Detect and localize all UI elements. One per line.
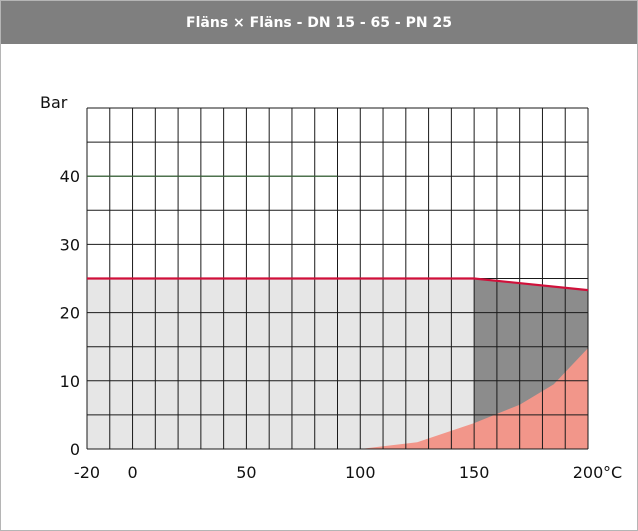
chart-labels: 0 10 20 30 40 -20 0 50 100 150 200 °C Bar	[40, 93, 622, 482]
allowed-region-area	[87, 278, 475, 449]
chart-areas	[87, 278, 588, 449]
x-tick-label: -20	[74, 463, 100, 482]
chart-lines	[87, 175, 589, 292]
y-tick-label: 20	[60, 304, 80, 323]
y-tick-label: 10	[60, 372, 80, 391]
x-unit-label: °C	[603, 463, 622, 482]
y-tick-label: 30	[60, 235, 80, 254]
x-tick-label: 200	[573, 463, 604, 482]
x-tick-label: 0	[127, 463, 137, 482]
restricted-region-area	[360, 348, 588, 449]
x-tick-label: 150	[459, 463, 490, 482]
x-tick-label: 50	[236, 463, 256, 482]
y-tick-label: 40	[60, 167, 80, 186]
y-axis-label: Bar	[40, 93, 68, 112]
x-tick-label: 100	[345, 463, 376, 482]
chart-title: Fläns × Fläns - DN 15 - 65 - PN 25	[1, 1, 637, 44]
max-pressure-line	[87, 277, 589, 292]
y-tick-label: 0	[70, 440, 80, 459]
